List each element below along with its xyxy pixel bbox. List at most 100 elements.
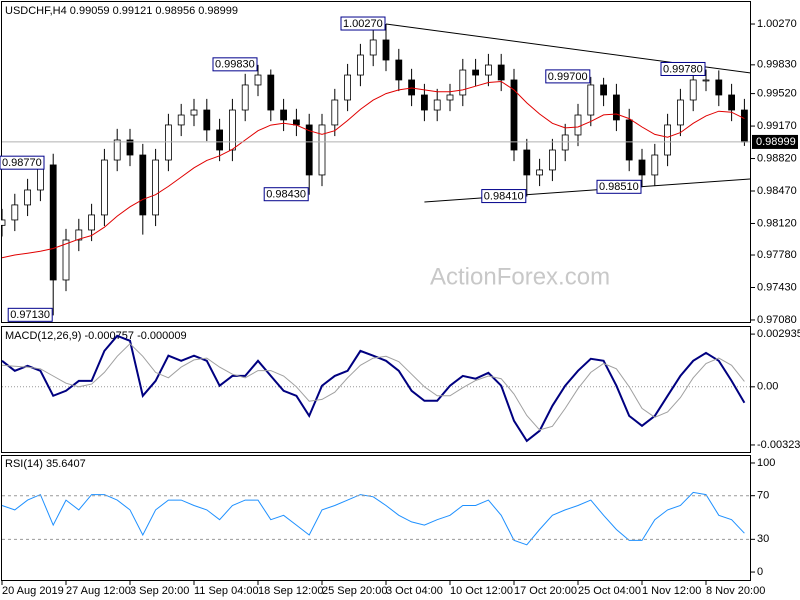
annotation-box [596,179,642,194]
x-tick-label: 1 Nov 12:00 [642,585,701,597]
y-tick-label: 0.00 [757,381,778,393]
candle-body [382,39,390,61]
annotation-box [660,61,706,76]
candle-body [62,239,70,281]
chart-title: USDCHF,H4 0.99059 0.99121 0.98956 0.9899… [5,5,238,17]
annotation-label: 1.00270 [343,18,383,30]
annotation-box [340,16,386,31]
candle-body [126,139,134,156]
macd-title: MACD(12,26,9) -0.000757 -0.000009 [5,330,187,342]
candle-body [536,169,543,176]
annotation-box [7,307,53,322]
candle-body [254,74,262,86]
series-line [1,80,745,259]
macd-frame [1,326,751,453]
candle-body [344,74,352,101]
annotation-label: 0.98770 [2,157,42,169]
candle-body [152,159,160,216]
candle-body [177,114,185,126]
candle-body [574,114,582,136]
candle-body [715,79,723,96]
candle-body [190,109,198,116]
candle-body [305,124,313,176]
candle-body [1,219,6,226]
candle-body [88,214,95,231]
candle-body [484,64,492,76]
annotation-label: 0.97130 [10,309,50,321]
candle-body [331,99,339,126]
y-tick-label: 0.99520 [757,88,797,100]
candle-body [356,54,364,76]
candle-body [561,134,569,151]
candle-body [510,79,518,151]
candle-body [638,159,646,176]
candle-body [408,79,416,96]
annotation-box [481,189,527,204]
candle-body [741,109,748,143]
candle-body [728,94,735,111]
trend-line [424,178,750,203]
candle-body [523,149,531,176]
candle-body [49,164,57,281]
candle-body [600,84,607,96]
candle-body [318,124,326,176]
y-tick-label: 0 [757,566,763,578]
annotation-box [212,57,258,72]
x-tick-label: 17 Oct 20:00 [514,585,577,597]
y-tick-label: 100 [757,457,775,469]
y-tick-label: 70 [757,490,769,502]
x-tick-label: 8 Nov 20:00 [706,585,765,597]
candle-body [292,119,300,126]
annotation-label: 0.99780 [663,63,703,75]
series-line [1,491,745,546]
y-tick-label: 30 [757,533,769,545]
series-line [1,342,745,431]
candle-body [677,99,684,126]
candle-body [228,109,236,151]
candle-body [587,84,595,116]
annotation-box [545,69,591,84]
y-tick-label: 0.99170 [757,120,797,132]
annotation-label: 0.98430 [266,189,306,201]
candle-body [139,154,147,216]
x-tick-label: 27 Aug 12:00 [66,585,131,597]
candle-body [664,124,671,156]
candle-body [216,129,224,151]
y-tick-label: 0.97430 [757,281,797,293]
candle-body [280,109,288,121]
candle-body [702,79,710,82]
candle-body [395,59,403,81]
y-tick-label: 0.98820 [757,152,797,164]
annotation-box [0,155,45,170]
candle-body [369,39,377,56]
y-tick-label: 0.99830 [757,59,797,71]
price-plot [1,23,750,316]
annotation-label: 0.99700 [548,71,588,83]
candle-body [164,124,172,161]
candle-body [101,159,108,216]
candle-body [497,64,505,81]
candle-body [11,204,19,221]
annotation-label: 0.98510 [599,181,639,193]
x-tick-label: 18 Sep 12:00 [258,585,323,597]
y-tick-label: 1.00270 [757,18,797,30]
rsi-title: RSI(14) 35.6407 [5,458,86,470]
x-tick-label: 3 Sep 20:00 [130,585,189,597]
y-tick-label: 0.97080 [757,314,797,326]
candle-body [203,109,211,131]
candle-body [241,84,249,111]
candle-body [267,74,275,111]
x-tick-label: 25 Oct 04:00 [578,585,641,597]
candle-body [75,229,83,241]
last-price-box [752,134,798,149]
rsi-frame [1,455,751,581]
candle-body [613,94,620,121]
annotation-label: 0.99830 [215,59,255,71]
y-tick-label: -0.003238 [757,439,800,451]
candle-body [24,189,32,206]
x-tick-label: 11 Sep 04:00 [194,585,259,597]
y-tick-label: 0.98470 [757,185,797,197]
y-tick-label: 0.97780 [757,249,797,261]
